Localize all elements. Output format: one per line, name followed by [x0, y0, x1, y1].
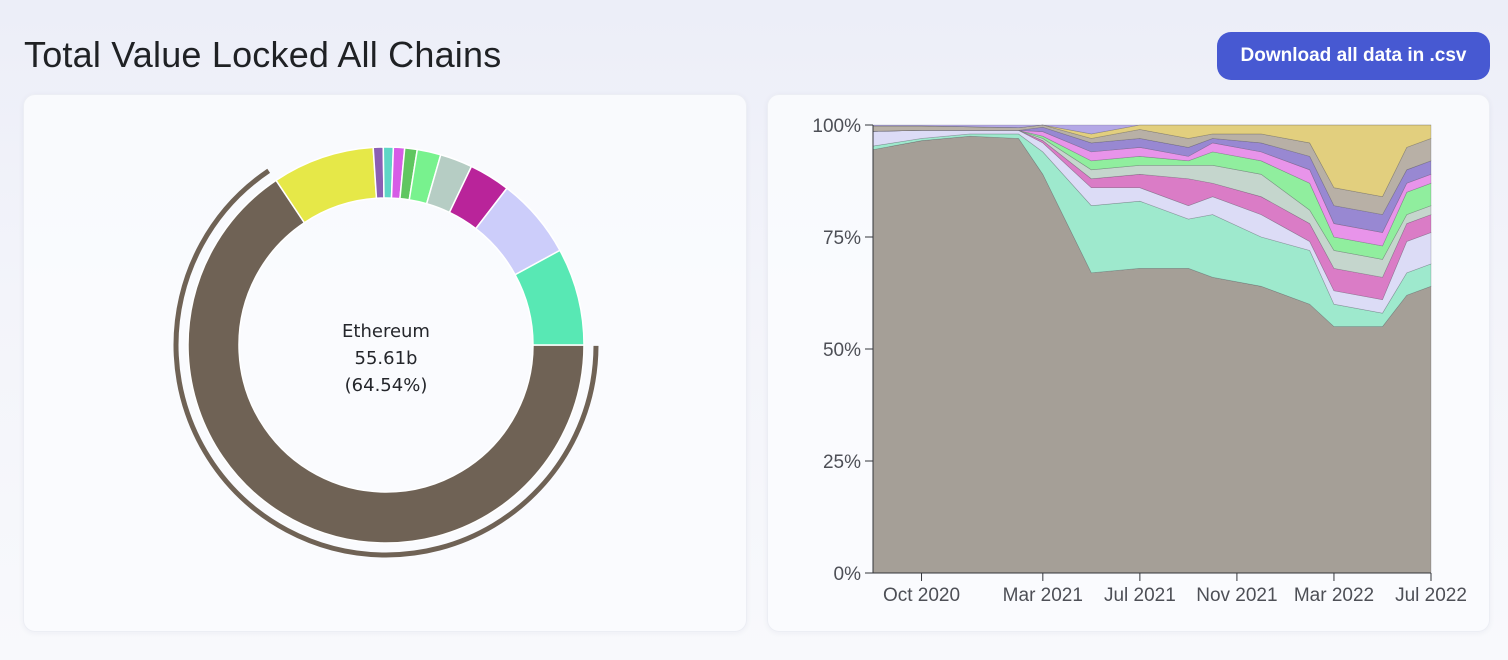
- y-tick-label: 50%: [823, 340, 861, 361]
- pie-slice[interactable]: [514, 249, 585, 346]
- chain-tvl-pie-chart[interactable]: Ethereum 55.61b (64.54%): [24, 95, 747, 632]
- x-tick-label: Nov 2021: [1196, 585, 1277, 606]
- x-axis: Oct 2020 Mar 2021 Jul 2021 Nov 2021 Mar 2022…: [873, 572, 1467, 606]
- pie-center-name: Ethereum: [342, 321, 430, 342]
- area-series-10[interactable]: [872, 124, 1431, 135]
- x-tick-label: Mar 2021: [1003, 585, 1083, 606]
- download-csv-button[interactable]: Download all data in .csv: [1217, 32, 1490, 80]
- chain-dominance-area-card: 0% 25% 50% 75% 100% Oct 2020 Mar 2021 Jul 2021…: [767, 94, 1490, 632]
- y-tick-label: 25%: [823, 452, 861, 473]
- x-tick-label: Jul 2021: [1104, 585, 1176, 606]
- pie-highlight-ring: [173, 168, 599, 558]
- y-tick-label: 100%: [812, 116, 861, 137]
- pie-center-percent: (64.54%): [345, 375, 428, 396]
- pie-slice-ethereum[interactable]: [187, 179, 585, 544]
- chain-tvl-pie-card: Ethereum 55.61b (64.54%): [23, 94, 747, 632]
- area-series-1[interactable]: [872, 133, 1432, 327]
- x-tick-label: Oct 2020: [883, 585, 960, 606]
- dominance-area-chart[interactable]: 0% 25% 50% 75% 100% Oct 2020 Mar 2021 Jul 2021…: [768, 95, 1490, 632]
- y-tick-label: 75%: [823, 228, 861, 249]
- y-axis: 0% 25% 50% 75% 100%: [812, 116, 874, 585]
- area-series-8[interactable]: [872, 124, 1432, 215]
- page-title: Total Value Locked All Chains: [24, 34, 502, 75]
- x-tick-label: Mar 2022: [1294, 585, 1374, 606]
- pie-center-value: 55.61b: [355, 348, 418, 369]
- x-tick-label: Jul 2022: [1395, 585, 1467, 606]
- y-tick-label: 0%: [834, 564, 862, 585]
